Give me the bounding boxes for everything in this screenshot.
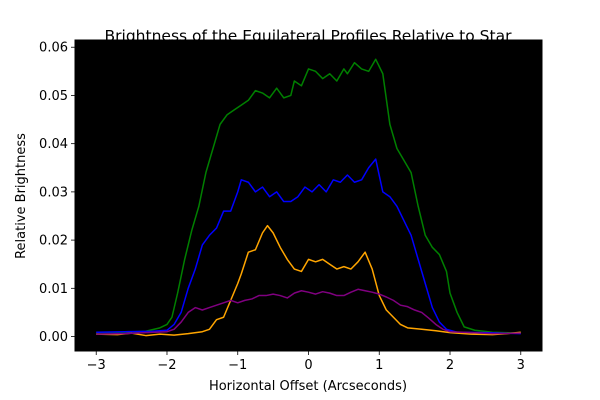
x-tick-label: 3 — [517, 358, 525, 373]
y-tick-label: 0.06 — [39, 41, 68, 56]
y-tick-label: 0.00 — [39, 330, 68, 345]
y-tick-label: 0.05 — [39, 89, 68, 104]
y-axis: 0.00 0.01 0.02 0.03 0.04 0.05 0.06 — [39, 41, 75, 345]
y-axis-title: Relative Brightness — [14, 133, 29, 259]
x-axis-title: Horizontal Offset (Arcseconds) — [209, 379, 407, 394]
x-tick-label: −3 — [87, 358, 106, 373]
series-line-2 — [96, 158, 521, 335]
x-axis: −3 −2 −1 0 1 2 3 — [87, 351, 525, 373]
x-tick-label: 1 — [375, 358, 383, 373]
x-tick-label: 2 — [446, 358, 454, 373]
y-tick-label: 0.02 — [39, 234, 68, 249]
x-tick-label: −1 — [228, 358, 247, 373]
x-tick-label: −2 — [157, 358, 176, 373]
y-tick-label: 0.03 — [39, 185, 68, 200]
series-group — [96, 58, 521, 337]
y-tick-label: 0.01 — [39, 282, 68, 297]
series-line-3 — [96, 224, 521, 337]
x-tick-label: 0 — [304, 358, 312, 373]
plot-background — [75, 40, 542, 351]
series-line-4 — [96, 288, 521, 335]
y-tick-label: 0.04 — [39, 137, 68, 152]
series-line-1 — [96, 58, 521, 334]
